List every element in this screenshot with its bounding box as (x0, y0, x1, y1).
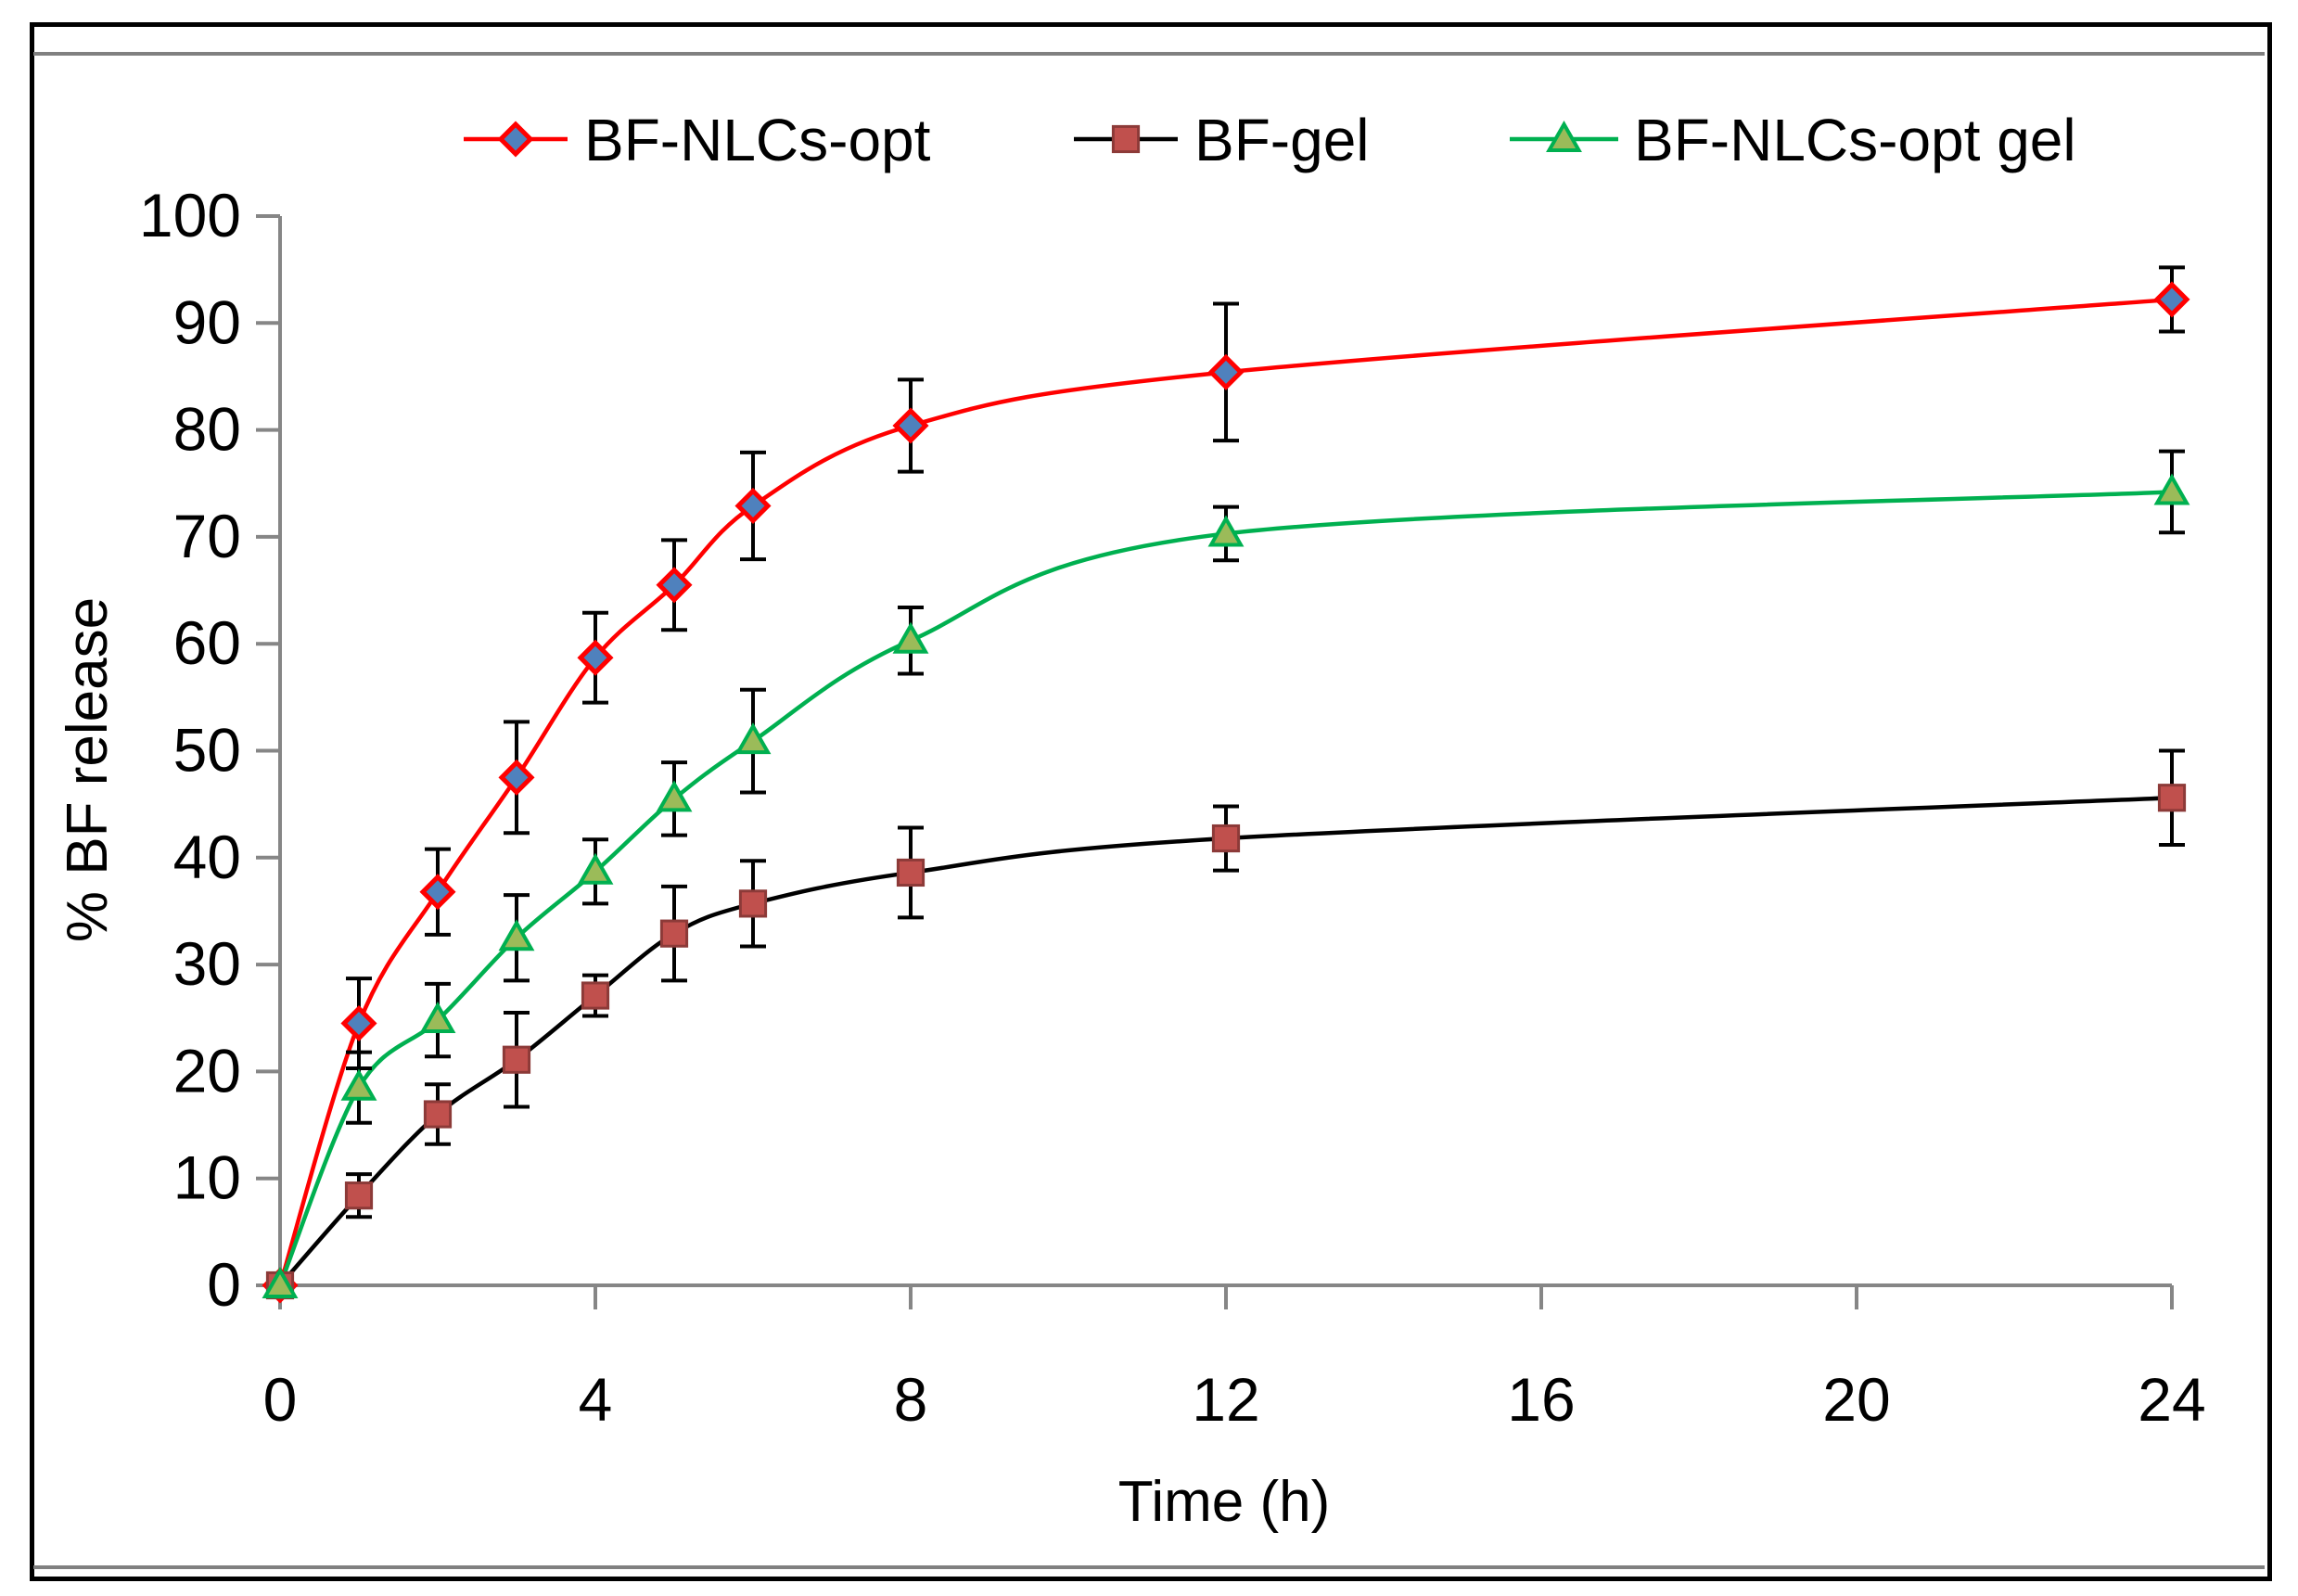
marker-2-2 (419, 1002, 456, 1034)
legend-label-2: BF-NLCs-opt gel (1634, 107, 2076, 173)
marker-0-1 (340, 1004, 377, 1042)
marker-1-4 (581, 981, 610, 1010)
x-tick-label-16: 16 (1507, 1365, 1575, 1434)
x-tick-label-20: 20 (1822, 1365, 1890, 1434)
y-tick-label-80: 80 (173, 395, 241, 464)
chart-inner-frame (33, 52, 2265, 1569)
marker-0-5 (656, 567, 693, 604)
marker-0-7 (892, 407, 929, 444)
y-tick-label-10: 10 (173, 1143, 241, 1212)
y-tick-label-20: 20 (173, 1036, 241, 1104)
legend-label-0: BF-NLCs-opt (584, 107, 931, 173)
series-curves (277, 297, 2173, 1287)
y-tick-label-70: 70 (173, 502, 241, 570)
y-tick-label-90: 90 (173, 287, 241, 356)
axes: 0 10 20 30 40 50 60 70 80 90 100 0 4 8 12 16 20 24 (139, 181, 2206, 1434)
marker-2-0 (262, 1266, 299, 1298)
marker-0-8 (1207, 353, 1245, 390)
marker-1-3 (502, 1045, 531, 1074)
x-tick-label-24: 24 (2138, 1365, 2205, 1434)
legend-marker-1 (1111, 124, 1141, 154)
legend: BF-NLCs-opt BF-gel BF-NLCs-opt gel (464, 107, 2076, 173)
x-tick-label-0: 0 (263, 1365, 298, 1434)
marker-1-7 (896, 858, 926, 887)
legend-marker-0 (497, 121, 534, 158)
marker-2-5 (656, 780, 693, 812)
marker-2-1 (340, 1068, 377, 1101)
series-line-2 (277, 490, 2173, 1286)
legend-label-1: BF-gel (1194, 107, 1370, 173)
marker-0-4 (577, 639, 614, 676)
marker-0-2 (419, 874, 456, 911)
chart-outer-frame (30, 22, 2272, 1581)
error-bars (346, 265, 2185, 1219)
marker-0-9 (2153, 281, 2190, 318)
y-tick-label-0: 0 (207, 1250, 241, 1319)
marker-2-6 (734, 722, 772, 755)
x-tick-label-12: 12 (1192, 1365, 1259, 1434)
marker-1-2 (423, 1100, 453, 1129)
marker-2-8 (1207, 515, 1245, 547)
marker-2-7 (892, 621, 929, 654)
marker-0-6 (734, 487, 772, 524)
marker-2-4 (577, 852, 614, 885)
y-tick-label-100: 100 (139, 181, 241, 249)
marker-2-3 (498, 919, 535, 951)
y-tick-label-60: 60 (173, 608, 241, 677)
marker-2-9 (2153, 473, 2190, 505)
marker-1-5 (659, 919, 689, 948)
y-tick-label-50: 50 (173, 716, 241, 785)
y-tick-label-30: 30 (173, 929, 241, 998)
marker-0-3 (498, 759, 535, 796)
marker-1-8 (1211, 824, 1241, 853)
series-markers (262, 281, 2190, 1304)
x-tick-label-8: 8 (894, 1365, 928, 1434)
marker-1-1 (344, 1181, 374, 1210)
marker-1-6 (738, 889, 768, 918)
y-axis-title: % BF release (56, 597, 120, 942)
series-line-0 (277, 297, 2173, 1286)
x-tick-label-4: 4 (579, 1365, 613, 1434)
marker-1-9 (2157, 784, 2187, 812)
legend-marker-2 (1546, 120, 1582, 152)
x-axis-title: Time (h) (1118, 1470, 1330, 1534)
y-tick-label-40: 40 (173, 823, 241, 891)
